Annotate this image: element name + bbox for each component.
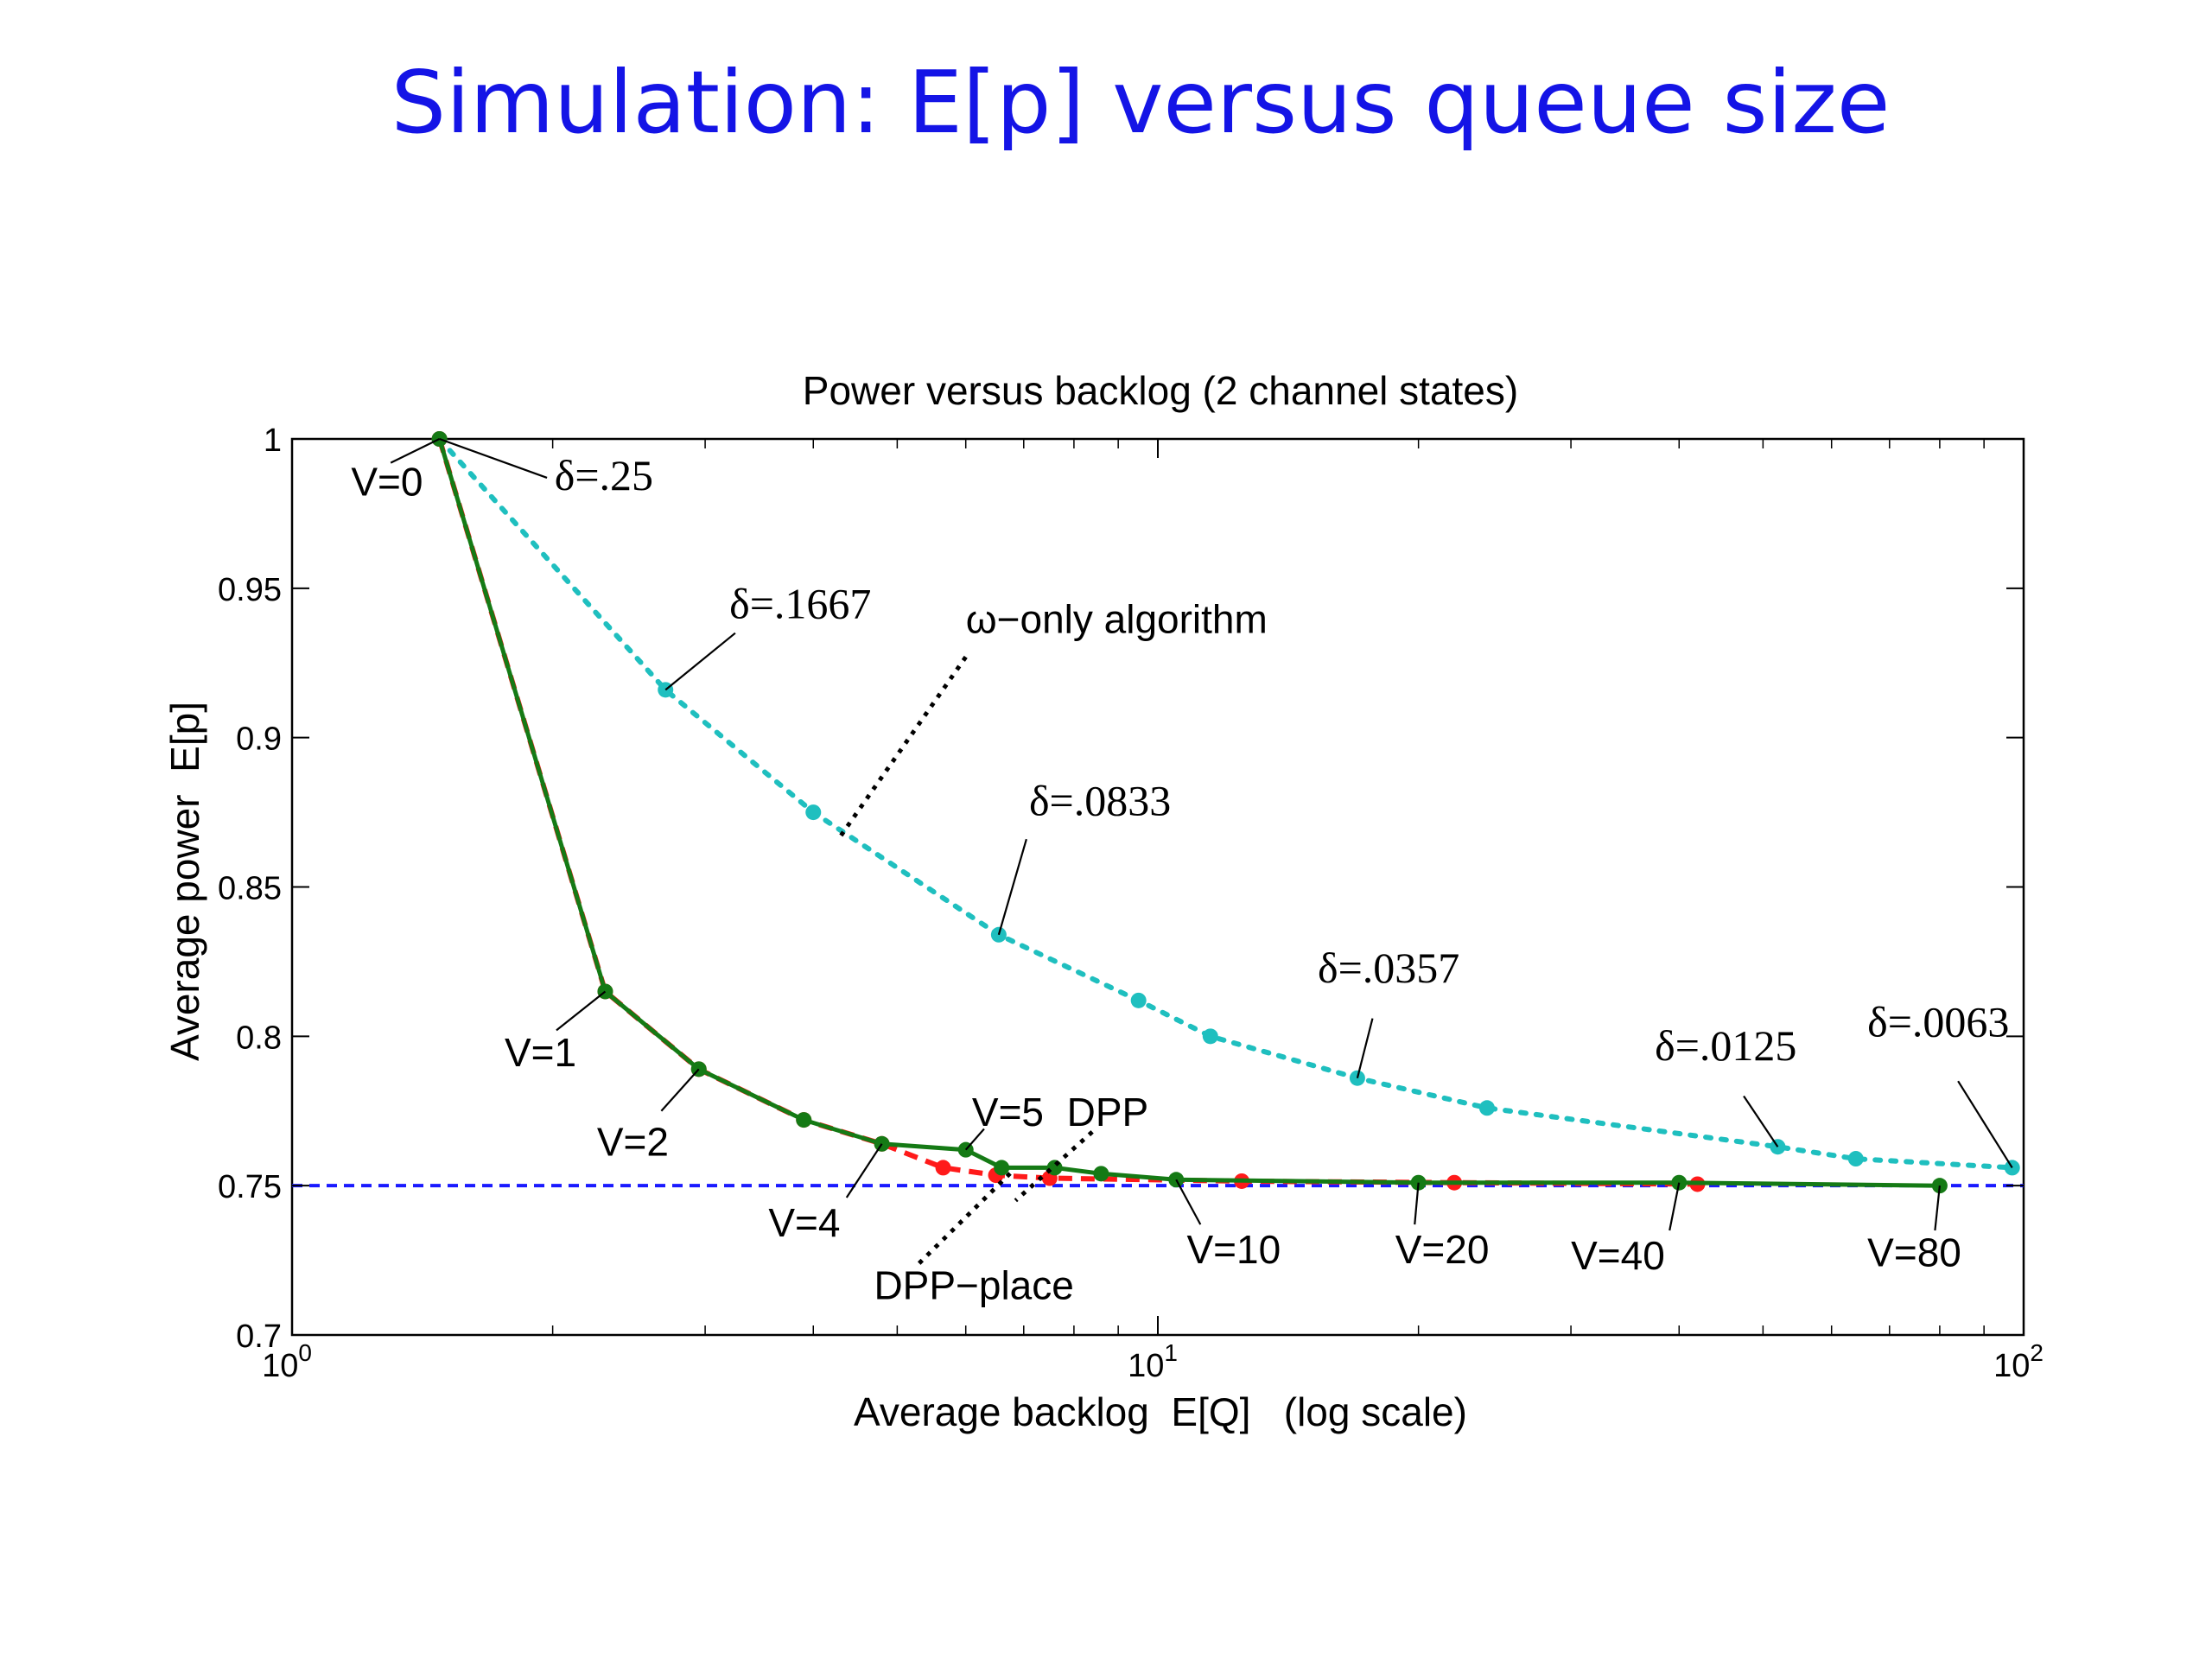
annotation-leader bbox=[664, 632, 736, 691]
data-point-omega bbox=[805, 804, 822, 821]
data-point-dpp bbox=[796, 1112, 812, 1128]
x-tick-label: 102 bbox=[1993, 1339, 2044, 1384]
annotation-leader bbox=[660, 1068, 700, 1112]
y-tick-label: 0.8 bbox=[236, 1020, 282, 1056]
y-tick-label: 0.75 bbox=[218, 1169, 282, 1205]
annotation-label: V=10 bbox=[1186, 1227, 1281, 1272]
chart-title: Power versus backlog (2 channel states) bbox=[803, 368, 1518, 413]
annotation-label: δ=.0125 bbox=[1655, 1021, 1796, 1070]
annotation-label: DPP−place bbox=[874, 1263, 1073, 1308]
annotation-label: δ=.0833 bbox=[1029, 777, 1171, 825]
y-tick-label: 1 bbox=[264, 423, 282, 459]
annotation-leader bbox=[997, 838, 1027, 936]
annotation-leader bbox=[390, 438, 441, 464]
data-point-omega bbox=[1847, 1151, 1864, 1167]
y-axis-label: Average power E[p] bbox=[162, 702, 207, 1061]
data-point-omega bbox=[1478, 1100, 1495, 1116]
data-point-omega bbox=[1202, 1028, 1218, 1045]
annotation-layer: V=0 δ=.25 δ=.1667 ω−only algorithm δ=.0833 δ=… bbox=[351, 437, 2013, 1308]
y-tick-label: 0.85 bbox=[218, 871, 282, 907]
x-tick-label: 101 bbox=[1128, 1339, 1178, 1384]
annotation-leader bbox=[1669, 1182, 1681, 1231]
data-point-dpp bbox=[874, 1135, 890, 1152]
slide-title: Simulation: E[p] versus queue size bbox=[391, 52, 1891, 153]
annotation-label: ω−only algorithm bbox=[966, 597, 1268, 642]
annotation-label: DPP bbox=[1067, 1090, 1149, 1135]
annotation-leader bbox=[1175, 1179, 1202, 1225]
annotation-leader bbox=[838, 655, 968, 838]
annotation-leader bbox=[1414, 1182, 1420, 1225]
annotation-leader bbox=[1934, 1185, 1941, 1231]
annotation-label: δ=.25 bbox=[555, 451, 653, 499]
annotation-leader bbox=[845, 1143, 883, 1198]
annotation-label: δ=.0357 bbox=[1318, 944, 1459, 992]
data-point-dpp-place bbox=[935, 1160, 951, 1176]
annotation-leader bbox=[439, 437, 548, 479]
x-axis-label: Average backlog E[Q] (log scale) bbox=[854, 1389, 1467, 1434]
data-point-dpp bbox=[1093, 1166, 1109, 1182]
annotation-label: δ=.0063 bbox=[1867, 997, 2009, 1046]
annotation-label: V=1 bbox=[505, 1030, 576, 1075]
annotation-label: V=20 bbox=[1395, 1227, 1490, 1272]
plot-area bbox=[290, 437, 2025, 1337]
y-tick-label: 0.9 bbox=[236, 721, 282, 758]
annotation-leader bbox=[556, 990, 607, 1032]
data-point-dpp bbox=[994, 1160, 1010, 1176]
annotation-label: δ=.1667 bbox=[729, 579, 871, 627]
annotation-label: V=40 bbox=[1571, 1233, 1665, 1278]
annotation-label: V=5 bbox=[972, 1090, 1044, 1135]
annotation-label: V=0 bbox=[351, 460, 423, 505]
tick-layer: 0.7 0.75 0.8 0.85 0.9 0.95 1 100 101 102 bbox=[218, 423, 2044, 1384]
annotation-leader bbox=[1957, 1080, 2013, 1169]
data-point-omega bbox=[1130, 992, 1147, 1008]
annotation-label: V=80 bbox=[1867, 1230, 1961, 1274]
annotation-label: V=4 bbox=[768, 1200, 840, 1245]
y-tick-label: 0.7 bbox=[236, 1319, 282, 1355]
annotation-leader bbox=[964, 1128, 985, 1151]
y-tick-label: 0.95 bbox=[218, 572, 282, 608]
annotation-leader bbox=[1356, 1018, 1374, 1078]
annotation-label: V=2 bbox=[597, 1120, 669, 1165]
plot-frame bbox=[290, 437, 2025, 1337]
annotation-leader bbox=[1743, 1095, 1779, 1147]
x-tick-label: 100 bbox=[262, 1339, 312, 1384]
